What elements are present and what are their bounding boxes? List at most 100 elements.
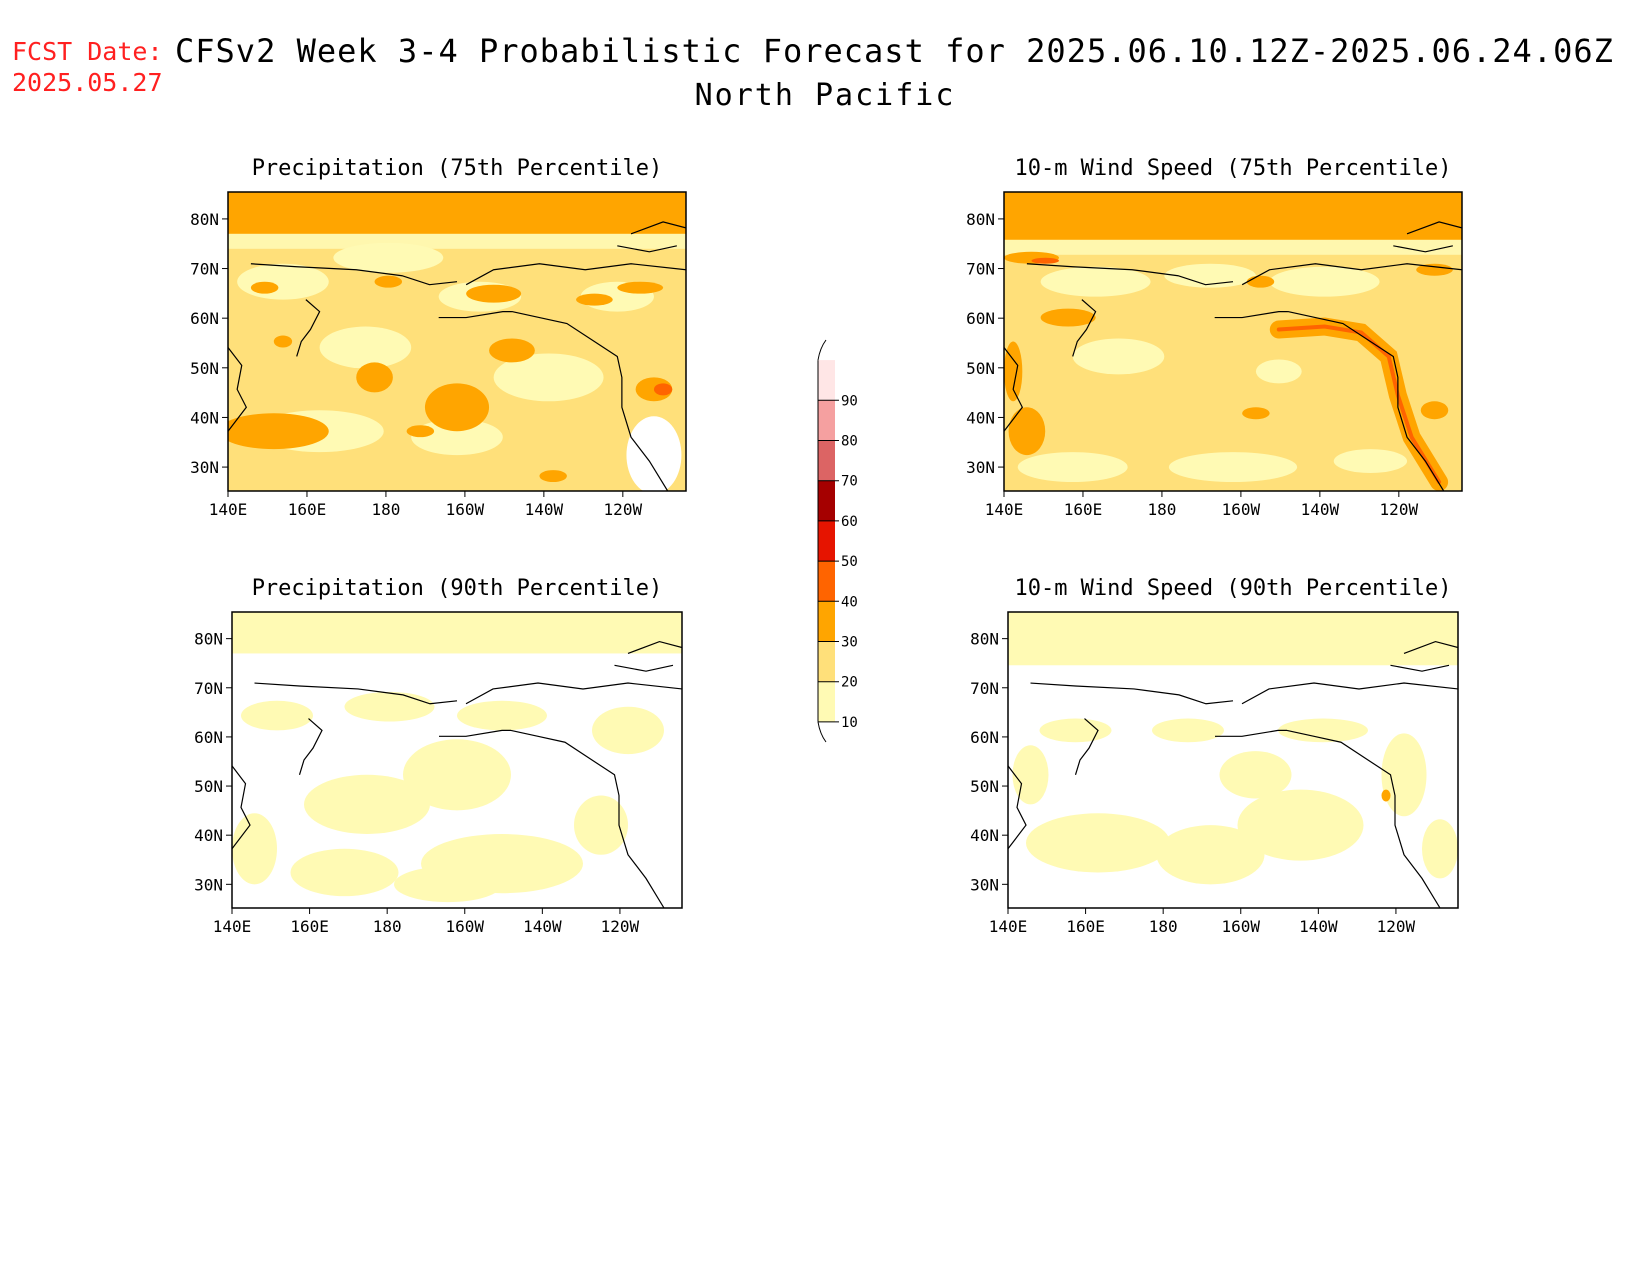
colorbar-segment [818, 561, 835, 602]
probability-contour [457, 700, 547, 731]
lon-tick-label: 140W [523, 917, 562, 936]
coastlines [1008, 640, 1458, 908]
colorbar-bottom-cap [817, 721, 827, 743]
probability-contour [1269, 266, 1380, 297]
probability-contour [1040, 266, 1151, 297]
probability-contour [1026, 813, 1170, 873]
probability-contour [1152, 718, 1224, 743]
map-frame [1003, 191, 1463, 492]
colorbar: 10 20 30 40 50 60 70 80 90 [817, 339, 858, 743]
probability-field [1004, 192, 1462, 491]
probability-contour [539, 470, 567, 483]
probability-contour [489, 338, 535, 363]
probability-contour [574, 795, 628, 855]
lat-tick-label: 80N [966, 210, 995, 229]
probability-contour [411, 419, 503, 456]
probability-contour [1278, 718, 1368, 743]
probability-contour [424, 383, 490, 432]
probability-contour [1381, 789, 1391, 802]
probability-contour [1004, 341, 1023, 402]
lon-tick-label: 120W [1380, 500, 1419, 519]
probability-contour [1420, 401, 1449, 420]
probability-contour [1255, 359, 1302, 384]
lon-tick-label: 160W [1221, 917, 1260, 936]
probability-contour [1237, 789, 1364, 861]
probability-contour [1040, 308, 1096, 327]
map-panel-wind90: 10-m Wind Speed (90th Percentile) 140E 160… [970, 576, 1459, 936]
probability-contour [1333, 449, 1408, 474]
map-frame [231, 611, 683, 909]
lon-tick-label: 160W [1222, 500, 1261, 519]
lon-tick-label: 160W [445, 917, 484, 936]
panel-title: Precipitation (75th Percentile) [252, 156, 663, 181]
lon-tick-label: 180 [1149, 917, 1178, 936]
colorbar-segment [818, 641, 835, 682]
probability-contour [1381, 733, 1427, 817]
lat-tick-label: 60N [966, 309, 995, 328]
probability-contour [1031, 257, 1059, 264]
lat-tick-label: 70N [970, 679, 999, 698]
map-panel-wind75: 10-m Wind Speed (75th Percentile) 140E 160… [966, 156, 1463, 519]
probability-contour [1039, 718, 1112, 743]
probability-contour [592, 706, 664, 755]
lon-tick-label: 140E [209, 500, 248, 519]
forecast-date-value: 2025.05.27 [12, 68, 163, 97]
lon-tick-label: 160E [1066, 917, 1105, 936]
probability-contour [273, 335, 293, 348]
colorbar-tick-label: 60 [841, 514, 858, 530]
probability-contour [304, 774, 430, 835]
colorbar-tick-label: 40 [841, 594, 858, 610]
probability-contour [228, 413, 329, 450]
probability-contour [1416, 263, 1453, 276]
probability-contour [653, 383, 673, 396]
probability-contour [493, 353, 604, 402]
probability-contour [403, 739, 511, 811]
lat-tick-label: 50N [190, 359, 219, 378]
region-title: North Pacific [694, 78, 956, 113]
lat-tick-label: 30N [190, 458, 219, 477]
probability-contour [617, 281, 664, 294]
lat-tick-label: 70N [190, 260, 219, 279]
coastlines [232, 640, 682, 908]
lat-tick-label: 40N [190, 408, 219, 427]
probability-contour [1072, 338, 1165, 375]
map-panel-precip90: Precipitation (90th Percentile) 140E 160E 1… [194, 576, 683, 936]
lon-tick-label: 160E [290, 917, 329, 936]
lon-tick-label: 120W [604, 500, 643, 519]
lon-tick-label: 140W [1299, 917, 1338, 936]
lat-tick-label: 50N [970, 777, 999, 796]
panel-title: 10-m Wind Speed (90th Percentile) [1014, 576, 1451, 601]
arctic-band [1004, 192, 1462, 240]
probability-contour [1219, 751, 1292, 799]
probability-contour [237, 263, 329, 300]
colorbar-tick-label: 20 [841, 675, 858, 691]
colorbar-tick-label: 90 [841, 393, 858, 409]
arctic-band [232, 612, 682, 654]
probability-contour [1242, 407, 1270, 420]
figure-title: CFSv2 Week 3-4 Probabilistic Forecast fo… [175, 32, 1614, 70]
forecast-date: FCST Date: 2025.05.27 [12, 36, 163, 98]
lat-tick-label: 40N [194, 826, 223, 845]
lon-tick-label: 160E [1064, 500, 1103, 519]
lat-tick-label: 70N [194, 679, 223, 698]
coastlines [1004, 221, 1462, 491]
probability-contour [1017, 452, 1128, 483]
probability-contour [374, 275, 403, 288]
probability-contour [1156, 825, 1265, 885]
lon-tick-label: 120W [1377, 917, 1416, 936]
lat-tick-label: 80N [194, 630, 223, 649]
lon-tick-label: 140E [213, 917, 252, 936]
colorbar-segment [818, 480, 835, 521]
lon-tick-label: 160E [288, 500, 327, 519]
probability-contour [333, 242, 444, 273]
forecast-date-label: FCST Date: [12, 37, 163, 66]
probability-field [228, 192, 686, 491]
probability-contour [356, 362, 393, 393]
lon-tick-label: 180 [373, 917, 402, 936]
lat-tick-label: 60N [194, 728, 223, 747]
probability-contour [344, 691, 435, 722]
probability-contour [576, 293, 613, 306]
lat-tick-label: 30N [966, 458, 995, 477]
probability-contour [466, 284, 522, 303]
lat-tick-label: 80N [190, 210, 219, 229]
